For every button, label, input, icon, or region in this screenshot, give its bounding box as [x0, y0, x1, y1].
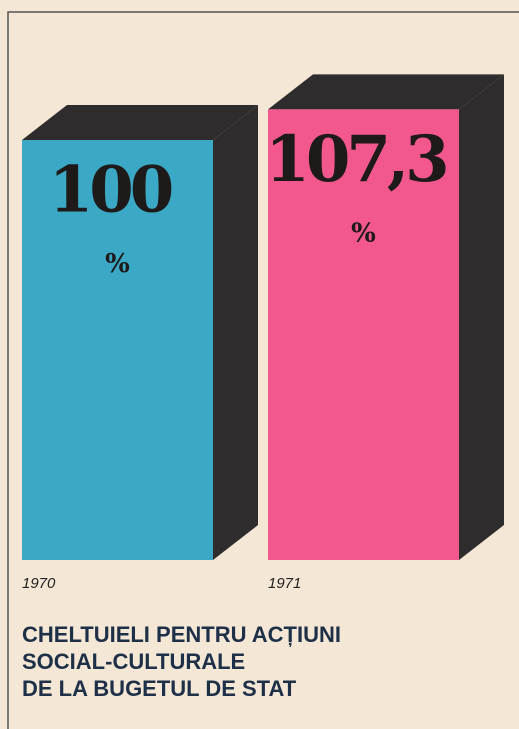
value-label: 107,3	[265, 122, 446, 197]
x-tick-label: 1971	[268, 575, 301, 592]
chart-title: SOCIAL-CULTURALE	[22, 649, 245, 674]
bar-side	[459, 74, 504, 560]
chart-title: DE LA BUGETUL DE STAT	[22, 676, 297, 701]
bar-top	[268, 74, 504, 110]
bar-side	[213, 105, 258, 560]
bar-top	[22, 105, 258, 140]
unit-label: %	[351, 218, 376, 248]
bar	[22, 140, 213, 560]
frame	[7, 11, 519, 729]
value-label: 100	[49, 153, 172, 228]
bar	[268, 109, 459, 560]
x-tick-label: 1970	[22, 575, 56, 592]
unit-label: %	[105, 249, 130, 279]
chart-title: CHELTUIELI PENTRU ACȚIUNI	[22, 622, 341, 647]
